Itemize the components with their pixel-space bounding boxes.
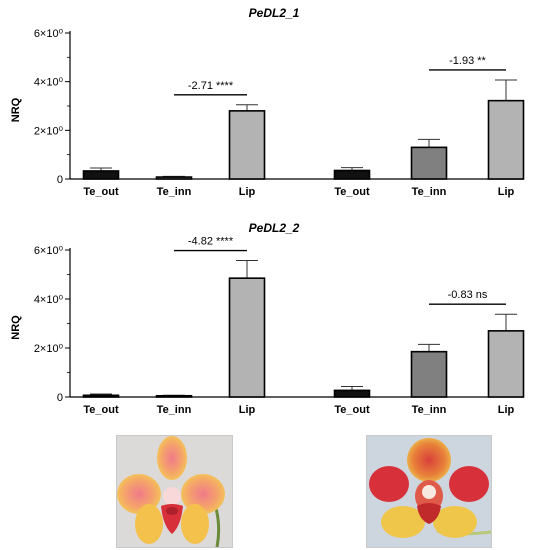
bar-te-out (82, 170, 120, 180)
bar-group-2: Te_out Te_inn Lip -1.93 ** (333, 55, 525, 198)
y-axis-label: NRQ (10, 315, 22, 340)
x-tick-label: Te_inn (157, 404, 192, 416)
x-tick-label: Lip (498, 186, 515, 198)
orchid-photo-left (116, 435, 233, 548)
bar-group-2: Te_out Te_inn Lip -0.83 ns (333, 289, 525, 416)
significance-label: -2.71 **** (188, 80, 234, 92)
x-tick-label: Lip (239, 404, 256, 416)
bar-lip (487, 99, 525, 180)
bar-te-out (82, 394, 120, 398)
y-tick-label: 4×10⁰ (34, 294, 64, 306)
bar-te-inn (410, 146, 448, 180)
x-tick-label: Te_out (334, 404, 370, 416)
significance-label: -0.83 ns (448, 289, 488, 301)
orchid-photo-right (366, 435, 492, 548)
chart-panel-1: PeDL2_1 0 2×10⁰ 4×10⁰ 6×10⁰ NRQ Te_out Te_inn Li… (10, 6, 525, 198)
chart-title: PeDL2_2 (249, 221, 300, 235)
bar-te-out (333, 389, 371, 398)
x-tick-label: Te_inn (412, 404, 447, 416)
bar-group-1: Te_out Te_inn Lip -2.71 **** (82, 80, 266, 198)
bar-te-out (333, 169, 371, 180)
bar-lip (228, 110, 266, 180)
x-tick-label: Te_out (83, 404, 119, 416)
chart-title: PeDL2_1 (249, 6, 300, 20)
y-tick-label: 2×10⁰ (34, 125, 64, 137)
y-tick-label: 2×10⁰ (34, 343, 64, 355)
significance-label: -1.93 ** (449, 55, 486, 67)
y-tick-label: 0 (57, 392, 63, 404)
x-tick-label: Lip (498, 404, 515, 416)
x-tick-label: Lip (239, 186, 256, 198)
orchid-flower-photo-red-yellow (367, 436, 491, 547)
y-tick-label: 6×10⁰ (34, 28, 64, 40)
bar-group-1: Te_out Te_inn Lip -4.82 **** (82, 236, 266, 416)
y-axis-label: NRQ (10, 97, 22, 122)
x-tick-label: Te_inn (157, 186, 192, 198)
significance-label: -4.82 **** (188, 236, 234, 248)
x-tick-label: Te_inn (412, 186, 447, 198)
y-tick-label: 4×10⁰ (34, 77, 64, 89)
y-tick-label: 0 (57, 174, 63, 186)
bar-lip (228, 277, 266, 398)
chart-panel-2: PeDL2_2 0 2×10⁰ 4×10⁰ 6×10⁰ NRQ Te_out Te_inn Li… (10, 221, 525, 416)
bar-lip (487, 330, 525, 398)
bar-te-inn (410, 350, 448, 398)
x-tick-label: Te_out (334, 186, 370, 198)
bar-te-inn (155, 176, 193, 180)
bar-te-inn (155, 394, 193, 398)
orchid-flower-photo-yellow-pink (117, 436, 232, 547)
y-tick-label: 6×10⁰ (34, 245, 64, 257)
x-tick-label: Te_out (83, 186, 119, 198)
